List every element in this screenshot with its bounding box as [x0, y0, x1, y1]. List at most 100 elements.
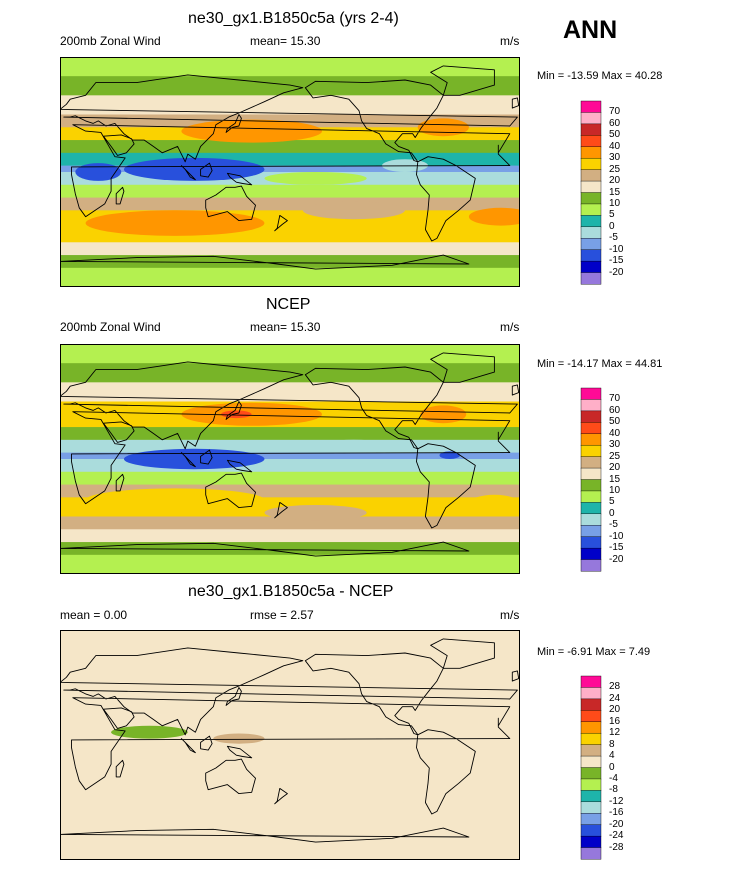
- contour-region: [85, 488, 265, 512]
- colorbar-tick-label: 4: [609, 750, 615, 762]
- colorbar-tick-label: -20: [609, 266, 624, 278]
- colorbar-swatch: [580, 547, 602, 561]
- zonal-band: [60, 757, 520, 772]
- colorbar-tick-label: -10: [609, 530, 624, 542]
- zonal-band: [60, 840, 520, 860]
- contour-region: [302, 201, 405, 220]
- zonal-band: [60, 713, 520, 727]
- colorbar-tick-label: -8: [609, 784, 618, 796]
- colorbar-swatch: [580, 203, 602, 216]
- zonal-band: [60, 668, 520, 688]
- colorbar-tick-label: 5: [609, 209, 615, 221]
- colorbar-tick-label: 5: [609, 496, 615, 508]
- colorbar-tick-label: -10: [609, 243, 624, 255]
- panel-2-map-svg: [60, 344, 520, 574]
- colorbar-tick-label: 20: [609, 175, 621, 187]
- colorbar-tick-label: -24: [609, 830, 624, 842]
- zonal-band: [60, 649, 520, 669]
- panel-3-title: ne30_gx1.B1850c5a - NCEP: [188, 583, 394, 600]
- colorbar-tick-label: 24: [609, 692, 621, 704]
- colorbar-tick-label: 0: [609, 761, 615, 773]
- colorbar-swatch: [580, 260, 602, 274]
- zonal-band: [60, 516, 520, 530]
- colorbar-swatch: [580, 433, 602, 446]
- panel-1-colorbar: [580, 100, 602, 285]
- panel-2-min-max: Min = -14.17 Max = 44.81: [537, 358, 663, 370]
- colorbar-swatch: [580, 536, 602, 549]
- colorbar-swatch: [580, 157, 602, 171]
- panel-2-colorbar-svg: [580, 387, 602, 572]
- zonal-band: [60, 363, 520, 383]
- colorbar-tick-label: 25: [609, 450, 621, 462]
- colorbar-tick-label: 12: [609, 727, 621, 739]
- colorbar-tick-label: 15: [609, 473, 621, 485]
- colorbar-swatch: [580, 813, 602, 826]
- coastline: [60, 352, 520, 557]
- contour-region: [315, 439, 393, 453]
- contour-region: [417, 118, 469, 137]
- colorbar-tick-label: -20: [609, 553, 624, 565]
- panel-1-units-label: m/s: [500, 34, 520, 48]
- panel-3-map-svg: [60, 630, 520, 860]
- colorbar-tick-label: 28: [609, 681, 621, 693]
- colorbar-swatch: [580, 502, 602, 515]
- colorbar-swatch: [580, 169, 602, 182]
- zonal-band: [60, 255, 520, 269]
- colorbar-tick-label: 50: [609, 416, 621, 428]
- colorbar-swatch: [580, 490, 602, 503]
- colorbar-swatch: [580, 123, 602, 136]
- zonal-band: [60, 344, 520, 364]
- contour-region: [264, 172, 367, 185]
- contour-region: [181, 119, 322, 143]
- panel-2-variable-label: 200mb Zonal Wind: [60, 320, 161, 334]
- colorbar-tick-label: 40: [609, 427, 621, 439]
- colorbar-tick-label: 30: [609, 439, 621, 451]
- panel-1-title: ne30_gx1.B1850c5a (yrs 2-4): [188, 10, 399, 27]
- colorbar-swatch: [580, 525, 602, 538]
- colorbar-swatch: [580, 192, 602, 205]
- colorbar-swatch: [580, 215, 602, 228]
- zonal-band: [60, 267, 520, 287]
- panel-3-colorbar-labels: 28 24 20 16 12 8 4 0 -4 -8 -12 -16 -20 -24 -28: [609, 676, 649, 859]
- panel-1-variable-label: 200mb Zonal Wind: [60, 34, 161, 48]
- panel-1-map-svg: [60, 57, 520, 287]
- colorbar-tick-label: 40: [609, 140, 621, 152]
- colorbar-swatch: [580, 767, 602, 780]
- panel-2-colorbar: [580, 387, 602, 572]
- colorbar-swatch: [580, 710, 602, 723]
- panel-2-map: [60, 344, 520, 574]
- colorbar-swatch: [580, 387, 602, 400]
- colorbar-tick-label: 50: [609, 129, 621, 141]
- colorbar-tick-label: 70: [609, 393, 621, 405]
- contour-region: [379, 788, 482, 804]
- panel-1-map: [60, 57, 520, 287]
- contour-region: [420, 405, 467, 424]
- colorbar-swatch: [580, 180, 602, 193]
- zonal-band: [60, 745, 520, 759]
- colorbar-tick-label: 0: [609, 507, 615, 519]
- zonal-band: [60, 554, 520, 574]
- colorbar-swatch: [580, 721, 602, 734]
- season-label: ANN: [563, 16, 618, 44]
- colorbar-tick-label: 60: [609, 117, 621, 129]
- zonal-band: [60, 427, 520, 441]
- zonal-band: [60, 802, 520, 816]
- colorbar-tick-label: 70: [609, 106, 621, 118]
- zonal-band: [60, 165, 520, 173]
- colorbar-tick-label: 20: [609, 704, 621, 716]
- colorbar-swatch: [580, 847, 602, 860]
- panel-1-min-max: Min = -13.59 Max = 40.28: [537, 70, 663, 82]
- colorbar-swatch: [580, 479, 602, 492]
- zonal-band: [60, 140, 520, 154]
- colorbar-tick-label: 30: [609, 152, 621, 164]
- colorbar-tick-label: 16: [609, 715, 621, 727]
- contour-region: [111, 725, 188, 739]
- colorbar-swatch: [580, 238, 602, 251]
- zonal-band: [60, 114, 520, 128]
- colorbar-swatch: [580, 687, 602, 700]
- zonal-band: [60, 76, 520, 96]
- colorbar-tick-label: -15: [609, 542, 624, 554]
- colorbar-swatch: [580, 790, 602, 803]
- colorbar-tick-label: -5: [609, 232, 618, 244]
- colorbar-swatch: [580, 146, 602, 159]
